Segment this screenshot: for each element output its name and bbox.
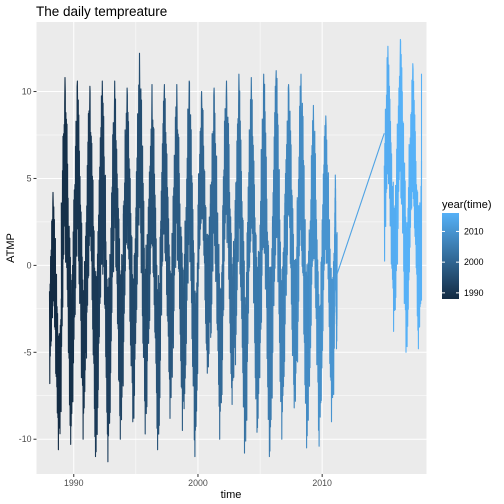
x-tick-label: 1990	[64, 478, 84, 488]
y-tick-label: 10	[22, 87, 32, 97]
legend-tick-label: 2000	[464, 257, 484, 267]
y-axis-title: ATMP	[5, 233, 17, 263]
x-tick-label: 2000	[188, 478, 208, 488]
y-tick-label: 5	[27, 173, 32, 183]
y-tick-label: -5	[24, 347, 32, 357]
legend-tick-label: 1990	[464, 288, 484, 298]
x-tick-label: 2010	[312, 478, 332, 488]
chart-title: The daily tempreature	[36, 4, 167, 19]
y-tick-label: 0	[27, 260, 32, 270]
legend-title: year(time)	[442, 199, 492, 211]
y-tick-label: -10	[19, 434, 32, 444]
x-axis-title: time	[221, 489, 242, 501]
legend-colorbar	[442, 213, 459, 299]
legend-tick-label: 2010	[464, 226, 484, 236]
